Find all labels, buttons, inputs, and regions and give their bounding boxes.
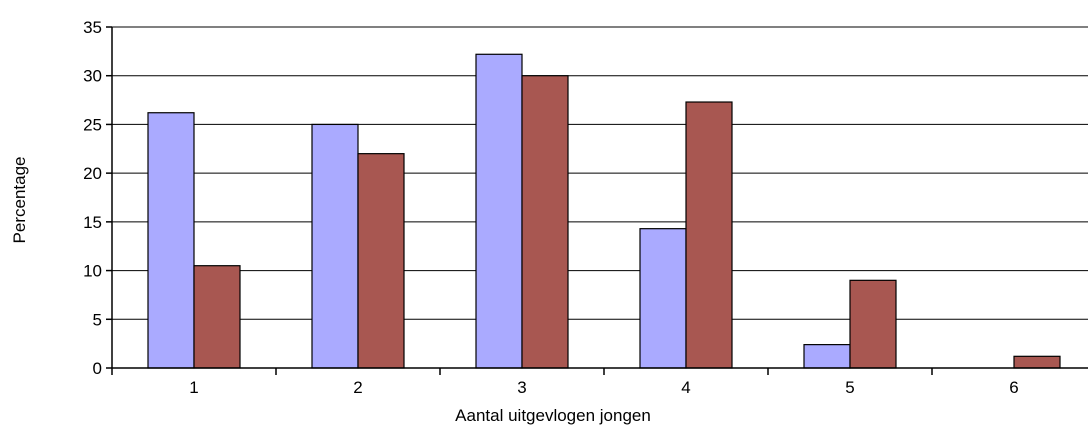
bar-series-1-category-4 — [639, 228, 687, 369]
bar-series-1-category-3 — [475, 53, 523, 369]
bars — [147, 53, 1061, 369]
axes — [106, 26, 1088, 375]
grid-lines — [112, 26, 1088, 320]
y-tick-label: 0 — [93, 359, 102, 378]
y-tick-label: 20 — [83, 164, 102, 183]
x-tick-label: 2 — [353, 378, 362, 397]
y-tick-label: 25 — [83, 115, 102, 134]
tick-labels: 0 5 10 15 20 25 30 35 1 2 3 4 5 6 — [83, 18, 1019, 397]
y-tick-label: 5 — [93, 310, 102, 329]
x-tick-label: 3 — [517, 378, 526, 397]
bar-series-2-category-3 — [521, 75, 569, 369]
bar-series-2-category-6 — [1013, 355, 1061, 369]
bar-series-2-category-5 — [849, 279, 897, 369]
x-axis-title: Aantal uitgevlogen jongen — [455, 406, 651, 425]
bar-series-1-category-5 — [803, 344, 851, 369]
bar-series-1-category-2 — [311, 123, 359, 369]
y-tick-label: 10 — [83, 262, 102, 281]
bar-series-2-category-4 — [685, 101, 733, 369]
bar-series-1-category-1 — [147, 112, 195, 369]
bar-series-2-category-1 — [193, 265, 241, 369]
y-axis-title: Percentage — [10, 157, 29, 244]
y-tick-label: 35 — [83, 18, 102, 37]
y-tick-label: 30 — [83, 67, 102, 86]
x-tick-label: 4 — [681, 378, 690, 397]
bar-series-2-category-2 — [357, 153, 405, 369]
y-tick-label: 15 — [83, 213, 102, 232]
x-tick-label: 6 — [1009, 378, 1018, 397]
x-tick-label: 1 — [189, 378, 198, 397]
x-tick-label: 5 — [845, 378, 854, 397]
